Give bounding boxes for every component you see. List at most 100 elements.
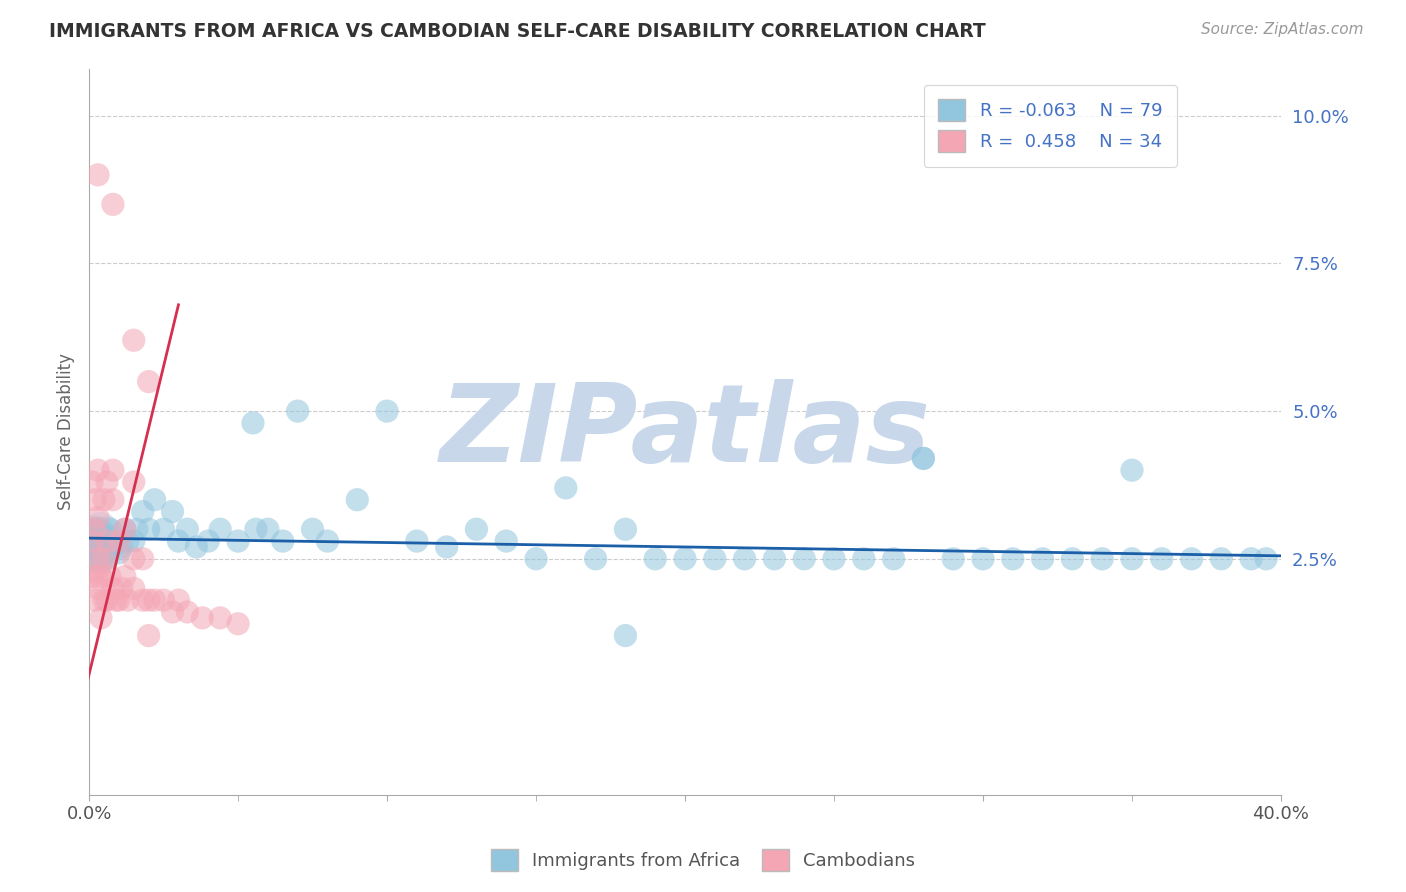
Point (96, 551, 118, 566)
Point (98, 569, 121, 583)
Point (87, 569, 110, 583)
Point (1001, 551, 1024, 566)
Point (98, 534, 121, 549)
Point (465, 522, 488, 536)
Point (138, 522, 160, 536)
Point (191, 611, 214, 625)
Point (405, 534, 427, 549)
Point (80, 546, 103, 560)
Point (346, 492, 368, 507)
Point (87, 522, 110, 536)
Point (96, 540, 118, 554)
Point (186, 540, 208, 554)
Point (80, 540, 103, 554)
Point (87, 168, 110, 182)
Point (495, 534, 517, 549)
Point (114, 522, 136, 536)
Point (87, 510, 110, 524)
Point (87, 463, 110, 477)
Point (86, 545, 108, 559)
Point (108, 593, 131, 607)
Point (143, 492, 166, 507)
Point (226, 534, 249, 549)
Point (972, 551, 994, 566)
Point (90, 551, 112, 566)
Point (82, 538, 104, 552)
Point (101, 492, 124, 507)
Point (734, 551, 756, 566)
Point (1240, 551, 1263, 566)
Point (84, 562, 107, 576)
Point (96, 534, 118, 549)
Point (245, 522, 267, 536)
Point (117, 593, 139, 607)
Point (101, 582, 124, 596)
Point (644, 551, 666, 566)
Point (1121, 463, 1143, 477)
Point (1032, 551, 1054, 566)
Point (104, 534, 127, 549)
Point (554, 481, 576, 495)
Point (84, 528, 107, 542)
Point (912, 451, 935, 466)
Point (91, 549, 114, 563)
Point (104, 593, 127, 607)
Point (271, 534, 294, 549)
Point (209, 522, 232, 536)
Point (138, 375, 160, 389)
Point (1121, 551, 1143, 566)
Point (167, 593, 190, 607)
Point (89, 549, 111, 564)
Point (122, 534, 145, 549)
Point (152, 522, 174, 536)
Point (89, 541, 111, 555)
Text: ZIPatlas: ZIPatlas (440, 379, 931, 484)
Point (84, 492, 107, 507)
Point (89, 553, 111, 567)
Point (138, 629, 160, 643)
Point (87, 534, 110, 549)
Point (87, 582, 110, 596)
Point (162, 504, 184, 518)
Point (96, 526, 118, 541)
Y-axis label: Self-Care Disability: Self-Care Disability (58, 353, 75, 510)
Point (84, 525, 107, 540)
Point (585, 551, 607, 566)
Point (84, 522, 107, 536)
Point (90, 522, 112, 536)
Point (93, 546, 115, 560)
Point (87, 546, 110, 560)
Point (1254, 551, 1277, 566)
Point (80, 534, 103, 549)
Point (89, 545, 111, 559)
Point (87, 551, 110, 566)
Point (138, 593, 160, 607)
Point (301, 522, 323, 536)
Point (117, 534, 139, 549)
Point (122, 333, 145, 347)
Point (673, 551, 696, 566)
Point (101, 540, 124, 554)
Point (87, 558, 110, 573)
Point (209, 611, 232, 625)
Point (176, 605, 198, 619)
Point (176, 522, 198, 536)
Point (96, 475, 118, 489)
Point (152, 593, 174, 607)
Text: Source: ZipAtlas.com: Source: ZipAtlas.com (1201, 22, 1364, 37)
Point (1062, 551, 1084, 566)
Point (226, 616, 249, 631)
Point (86, 530, 108, 544)
Point (143, 593, 166, 607)
Point (101, 463, 124, 477)
Point (108, 534, 131, 549)
Point (883, 551, 905, 566)
Point (93, 492, 115, 507)
Point (93, 593, 115, 607)
Point (614, 522, 637, 536)
Point (80, 542, 103, 557)
Point (131, 551, 153, 566)
Legend: R = -0.063    N = 79, R =  0.458    N = 34: R = -0.063 N = 79, R = 0.458 N = 34 (924, 85, 1177, 167)
Point (122, 582, 145, 596)
Point (257, 522, 280, 536)
